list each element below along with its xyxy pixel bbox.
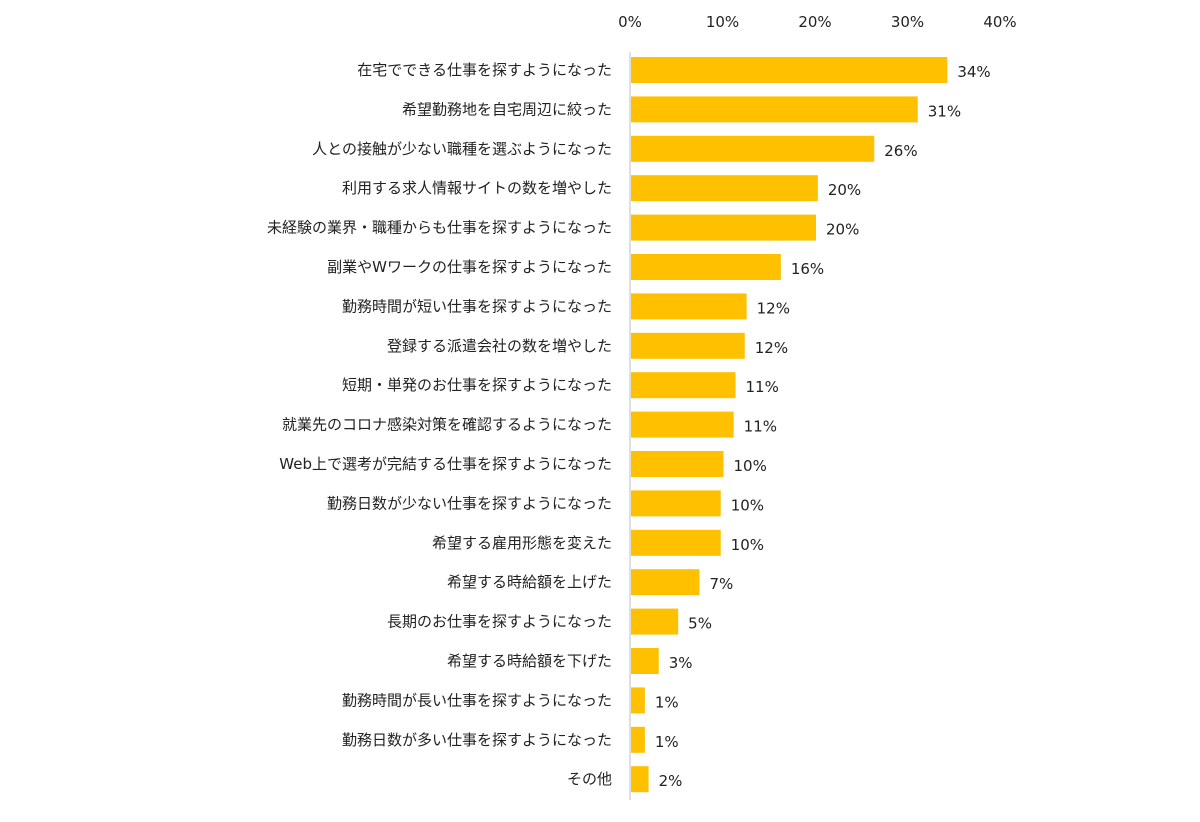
data-label: 12% [755, 339, 788, 357]
bar [631, 569, 700, 596]
category-label: 副業やWワークの仕事を探すようになった [327, 258, 612, 276]
data-label: 1% [655, 693, 679, 711]
bar [631, 96, 918, 123]
data-label: 12% [757, 299, 790, 317]
bar [631, 293, 747, 320]
data-label: 3% [669, 654, 693, 672]
category-label: 長期のお仕事を探すようになった [387, 613, 612, 631]
x-tick-label: 30% [891, 13, 924, 31]
x-tick-label: 20% [798, 13, 831, 31]
category-label: 利用する求人情報サイトの数を増やした [342, 179, 612, 197]
data-label: 2% [659, 772, 683, 790]
data-label: 26% [884, 142, 917, 160]
data-label: 10% [731, 496, 764, 514]
category-label: 勤務時間が短い仕事を探すようになった [342, 297, 612, 315]
data-label: 5% [688, 615, 712, 633]
bar [631, 214, 816, 241]
category-label: 希望勤務地を自宅周辺に絞った [402, 100, 612, 118]
bar [631, 451, 724, 477]
category-label: 希望する雇用形態を変えた [432, 534, 612, 552]
bar [631, 411, 734, 438]
data-label: 16% [791, 260, 824, 278]
category-label: その他 [567, 770, 612, 788]
category-label: 未経験の業界・職種からも仕事を探すようになった [267, 219, 612, 237]
category-label: 希望する時給額を下げた [447, 652, 612, 670]
category-labels: 在宅でできる仕事を探すようになった希望勤務地を自宅周辺に絞った人との接触が少ない… [267, 61, 612, 788]
data-label: 31% [928, 102, 961, 120]
bars [631, 57, 948, 793]
data-label: 11% [746, 378, 779, 396]
x-tick-label: 0% [618, 13, 642, 31]
data-label: 10% [731, 536, 764, 554]
data-label: 10% [734, 457, 767, 475]
category-label: 人との接触が少ない職種を選ぶようになった [312, 140, 612, 158]
x-tick-label: 10% [706, 13, 739, 31]
bar [631, 766, 649, 793]
category-label: 希望する時給額を上げた [447, 573, 612, 591]
bar [631, 687, 645, 714]
category-label: 勤務日数が少ない仕事を探すようになった [327, 494, 612, 512]
data-label: 1% [655, 733, 679, 751]
bar [631, 490, 721, 517]
x-axis-ticks: 0% 10% 20% 30% 40% [618, 13, 1017, 31]
data-label: 7% [709, 575, 733, 593]
category-label: 勤務日数が多い仕事を探すようになった [342, 731, 612, 749]
bar [631, 726, 645, 753]
bar [631, 372, 736, 399]
data-label: 20% [826, 221, 859, 239]
category-label: 在宅でできる仕事を探すようになった [357, 61, 612, 79]
data-labels: 34% 31% 26% 20% 20% 16% 12% 12% 11% 11% 10% 10% 10% 7… [655, 63, 991, 790]
bar [631, 254, 781, 280]
bar [631, 175, 818, 202]
bar [631, 608, 679, 635]
bar [631, 648, 659, 674]
category-label: Web上で選考が完結する仕事を探すようになった [279, 455, 612, 473]
bar [631, 135, 875, 162]
x-tick-label: 40% [983, 13, 1016, 31]
category-label: 勤務時間が長い仕事を探すようになった [342, 691, 612, 709]
bar [631, 57, 948, 83]
category-label: 短期・単発のお仕事を探すようになった [342, 376, 612, 394]
data-label: 11% [744, 418, 777, 436]
bar [631, 529, 721, 556]
data-label: 20% [828, 181, 861, 199]
data-label: 34% [957, 63, 990, 81]
category-label: 登録する派遣会社の数を増やした [387, 337, 612, 355]
bar [631, 332, 745, 359]
category-label: 就業先のコロナ感染対策を確認するようになった [282, 416, 612, 434]
